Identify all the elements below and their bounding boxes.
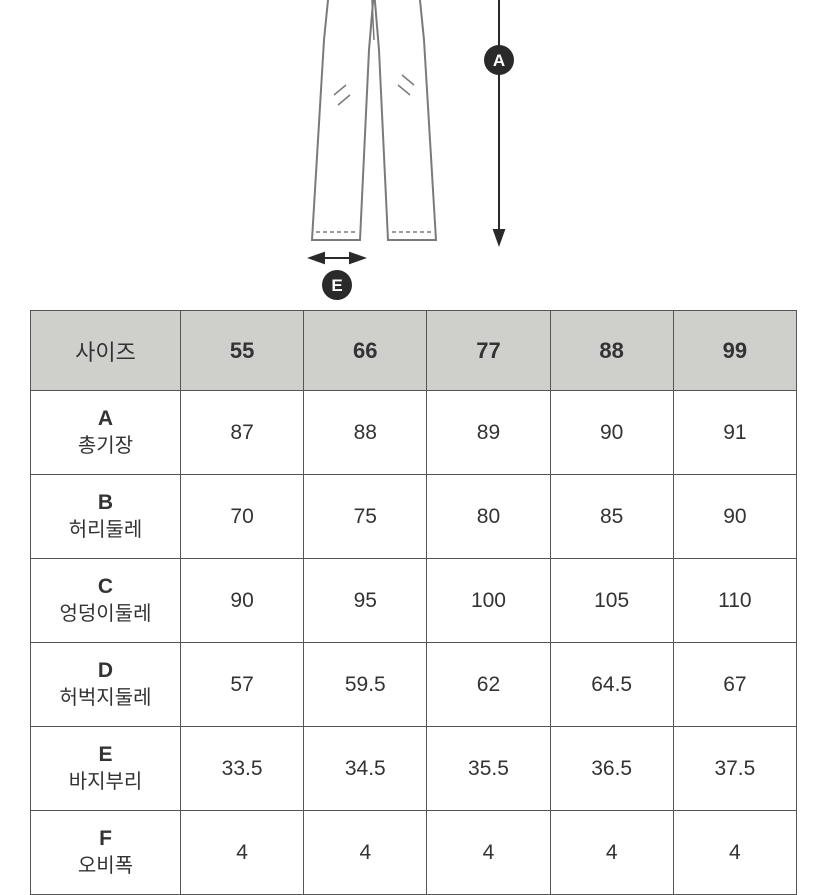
table-row: F 오비폭 4 4 4 4 4 — [31, 811, 797, 895]
badge-e-label: E — [331, 276, 342, 295]
row-label: F 오비폭 — [31, 811, 181, 895]
cell: 91 — [673, 391, 796, 475]
row-label: C 엉덩이둘레 — [31, 559, 181, 643]
pants-svg: A E — [234, 0, 594, 300]
cell: 88 — [304, 391, 427, 475]
table-row: E 바지부리 33.5 34.5 35.5 36.5 37.5 — [31, 727, 797, 811]
col-header: 55 — [181, 311, 304, 391]
cell: 4 — [181, 811, 304, 895]
table-row: D 허벅지둘레 57 59.5 62 64.5 67 — [31, 643, 797, 727]
cell: 33.5 — [181, 727, 304, 811]
cell: 37.5 — [673, 727, 796, 811]
row-label: E 바지부리 — [31, 727, 181, 811]
cell: 90 — [550, 391, 673, 475]
size-table: 사이즈 55 66 77 88 99 A 총기장 87 88 89 90 91 — [30, 310, 797, 895]
table-body: A 총기장 87 88 89 90 91 B 허리둘레 70 75 80 85 … — [31, 391, 797, 895]
cell: 4 — [427, 811, 550, 895]
size-header: 사이즈 — [31, 311, 181, 391]
pants-diagram: A E — [0, 0, 827, 310]
cell: 85 — [550, 475, 673, 559]
cell: 4 — [304, 811, 427, 895]
cell: 90 — [181, 559, 304, 643]
row-label: A 총기장 — [31, 391, 181, 475]
cell: 87 — [181, 391, 304, 475]
table-row: C 엉덩이둘레 90 95 100 105 110 — [31, 559, 797, 643]
cell: 90 — [673, 475, 796, 559]
cell: 59.5 — [304, 643, 427, 727]
cell: 70 — [181, 475, 304, 559]
cell: 89 — [427, 391, 550, 475]
cell: 95 — [304, 559, 427, 643]
table-row: B 허리둘레 70 75 80 85 90 — [31, 475, 797, 559]
size-table-container: 사이즈 55 66 77 88 99 A 총기장 87 88 89 90 91 — [0, 310, 827, 895]
cell: 36.5 — [550, 727, 673, 811]
table-header-row: 사이즈 55 66 77 88 99 — [31, 311, 797, 391]
cell: 34.5 — [304, 727, 427, 811]
cell: 35.5 — [427, 727, 550, 811]
cell: 80 — [427, 475, 550, 559]
col-header: 66 — [304, 311, 427, 391]
cell: 67 — [673, 643, 796, 727]
cell: 105 — [550, 559, 673, 643]
cell: 62 — [427, 643, 550, 727]
col-header: 99 — [673, 311, 796, 391]
row-label: B 허리둘레 — [31, 475, 181, 559]
cell: 4 — [673, 811, 796, 895]
cell: 64.5 — [550, 643, 673, 727]
cell: 4 — [550, 811, 673, 895]
col-header: 77 — [427, 311, 550, 391]
cell: 110 — [673, 559, 796, 643]
cell: 100 — [427, 559, 550, 643]
table-row: A 총기장 87 88 89 90 91 — [31, 391, 797, 475]
cell: 75 — [304, 475, 427, 559]
col-header: 88 — [550, 311, 673, 391]
cell: 57 — [181, 643, 304, 727]
row-label: D 허벅지둘레 — [31, 643, 181, 727]
badge-a-label: A — [492, 51, 504, 70]
